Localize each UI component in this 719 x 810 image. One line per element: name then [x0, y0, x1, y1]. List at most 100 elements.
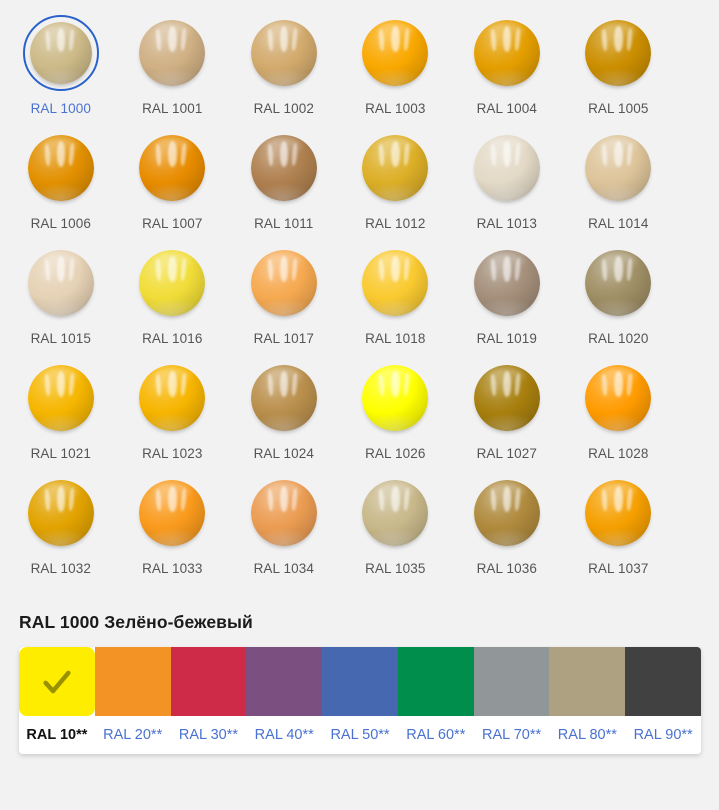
swatch-ral-1014[interactable]: RAL 1014 [568, 129, 670, 244]
color-sphere[interactable] [27, 250, 94, 316]
swatch-ball-wrap [245, 359, 323, 437]
tab-color-ral-30xx[interactable] [170, 647, 247, 716]
color-sphere[interactable] [139, 135, 206, 201]
color-sphere[interactable] [139, 250, 206, 316]
swatch-ral-1005[interactable]: RAL 1005 [568, 14, 670, 129]
swatch-ball-wrap [579, 359, 657, 437]
color-sphere[interactable] [250, 135, 317, 201]
swatch-ball-wrap [133, 244, 211, 322]
swatch-ral-1002[interactable]: RAL 1002 [233, 14, 335, 129]
selected-color-panel: RAL 1000 Зелёно-бежевый RAL 10** RAL 20**… [0, 612, 719, 754]
color-sphere[interactable] [250, 480, 317, 546]
color-sphere[interactable] [27, 480, 94, 546]
swatch-label: RAL 1034 [253, 561, 314, 576]
swatch-label: RAL 1015 [30, 331, 91, 346]
swatch-ball-wrap [22, 359, 100, 437]
swatch-ral-1007[interactable]: RAL 1007 [122, 129, 224, 244]
sphere-shading [168, 370, 177, 398]
color-sphere[interactable] [139, 480, 206, 546]
swatch-ral-1024[interactable]: RAL 1024 [233, 359, 335, 474]
swatch-label: RAL 1002 [253, 101, 314, 116]
color-sphere[interactable] [27, 365, 94, 431]
color-sphere[interactable] [362, 480, 429, 546]
tab-color-ral-20xx[interactable] [94, 647, 171, 716]
swatch-ral-1037[interactable]: RAL 1037 [568, 474, 670, 589]
swatch-label: RAL 1001 [142, 101, 203, 116]
tab-label-ral-60xx[interactable]: RAL 60** [406, 727, 466, 743]
tab-label-ral-20xx[interactable]: RAL 20** [103, 727, 163, 743]
swatch-ral-1019[interactable]: RAL 1019 [456, 244, 558, 359]
tab-label-ral-70xx[interactable]: RAL 70** [482, 727, 542, 743]
sphere-shading [502, 370, 512, 398]
swatch-ral-1035[interactable]: RAL 1035 [345, 474, 447, 589]
tab-color-ral-50xx[interactable] [322, 647, 398, 716]
swatch-ral-1011[interactable]: RAL 1011 [233, 129, 335, 244]
swatch-ral-1032[interactable]: RAL 1032 [10, 474, 112, 589]
swatch-ral-1003[interactable]: RAL 1003 [345, 14, 447, 129]
swatch-ball-wrap [468, 474, 546, 552]
color-sphere[interactable] [585, 365, 652, 431]
color-sphere[interactable] [585, 250, 652, 316]
tab-color-ral-70xx[interactable] [473, 647, 550, 716]
tab-label-ral-80xx[interactable]: RAL 80** [557, 727, 617, 743]
swatch-ral-1020[interactable]: RAL 1020 [568, 244, 670, 359]
color-sphere[interactable] [585, 20, 652, 86]
swatch-label: RAL 1006 [30, 216, 91, 231]
color-sphere[interactable] [362, 365, 429, 431]
swatch-ral-1033[interactable]: RAL 1033 [122, 474, 224, 589]
swatch-label: RAL 1026 [365, 446, 426, 461]
swatch-ral-1004[interactable]: RAL 1004 [456, 14, 558, 129]
swatch-ral-1006[interactable]: RAL 1006 [10, 129, 112, 244]
color-sphere[interactable] [250, 365, 317, 431]
swatch-row: RAL 1015 RAL 1016 RAL 1017 RAL 1018 RAL 1019… [0, 244, 719, 359]
swatch-ral-1000[interactable]: RAL 1000 [10, 14, 112, 129]
swatch-ral-1023[interactable]: RAL 1023 [122, 359, 224, 474]
color-sphere[interactable] [473, 480, 540, 546]
swatch-ral-1016[interactable]: RAL 1016 [122, 244, 224, 359]
swatch-ral-1017[interactable]: RAL 1017 [233, 244, 335, 359]
color-sphere[interactable] [27, 135, 94, 201]
color-sphere[interactable] [473, 250, 540, 316]
swatch-ball-wrap [579, 244, 657, 322]
tab-color-ral-10xx[interactable] [19, 647, 95, 716]
color-sphere[interactable] [139, 365, 206, 431]
swatch-ral-1026[interactable]: RAL 1026 [345, 359, 447, 474]
swatch-ral-1015[interactable]: RAL 1015 [10, 244, 112, 359]
swatch-ral-1013[interactable]: RAL 1013 [456, 129, 558, 244]
tab-color-ral-90xx[interactable] [625, 647, 701, 716]
color-sphere[interactable] [29, 22, 92, 84]
color-sphere[interactable] [250, 250, 317, 316]
tab-color-ral-80xx[interactable] [549, 647, 626, 716]
color-sphere[interactable] [473, 20, 540, 86]
color-sphere[interactable] [139, 20, 206, 86]
color-sphere[interactable] [473, 135, 540, 201]
color-sphere[interactable] [585, 480, 652, 546]
swatch-ral-1027[interactable]: RAL 1027 [456, 359, 558, 474]
color-sphere[interactable] [362, 135, 429, 201]
swatch-ral-1018[interactable]: RAL 1018 [345, 244, 447, 359]
color-sphere[interactable] [585, 135, 652, 201]
swatch-label: RAL 1035 [365, 561, 426, 576]
tab-label-ral-40xx[interactable]: RAL 40** [254, 727, 314, 743]
color-sphere[interactable] [362, 250, 429, 316]
color-sphere[interactable] [250, 20, 317, 86]
tab-label-ral-30xx[interactable]: RAL 30** [178, 727, 239, 743]
color-sphere[interactable] [473, 365, 540, 431]
sphere-shading [279, 25, 289, 53]
tab-label-ral-90xx[interactable]: RAL 90** [633, 727, 693, 743]
swatch-ral-1012[interactable]: RAL 1012 [345, 129, 447, 244]
tab-label-ral-50xx[interactable]: RAL 50** [330, 727, 390, 743]
color-sphere[interactable] [362, 20, 429, 86]
swatch-ral-1001[interactable]: RAL 1001 [122, 14, 224, 129]
swatch-ral-1021[interactable]: RAL 1021 [10, 359, 112, 474]
swatch-ral-1034[interactable]: RAL 1034 [233, 474, 335, 589]
tab-color-ral-60xx[interactable] [397, 647, 474, 716]
swatch-ral-1036[interactable]: RAL 1036 [456, 474, 558, 589]
tab-label-ral-10xx[interactable]: RAL 10** [26, 727, 88, 743]
swatch-label: RAL 1013 [476, 216, 537, 231]
swatch-label: RAL 1011 [254, 216, 314, 231]
swatch-ball-wrap [133, 474, 211, 552]
tab-color-ral-40xx[interactable] [246, 647, 323, 716]
swatch-ral-1028[interactable]: RAL 1028 [568, 359, 670, 474]
